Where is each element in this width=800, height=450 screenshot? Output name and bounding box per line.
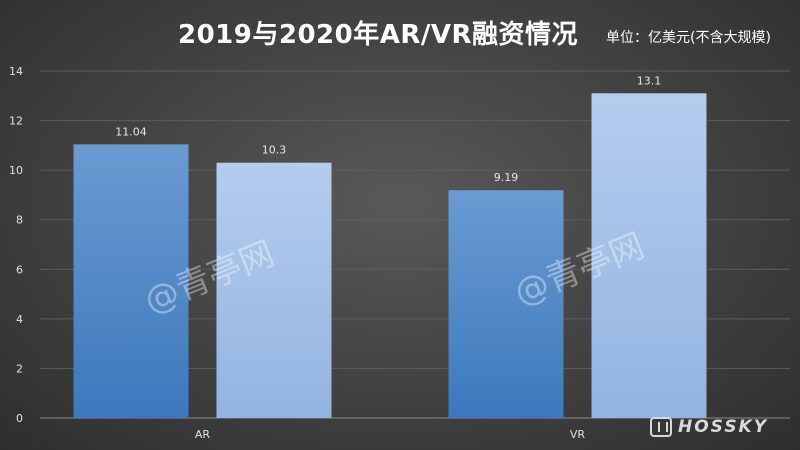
data-label: 11.04 [115, 125, 147, 138]
logo-icon [650, 417, 672, 437]
y-tick-label: 4 [16, 313, 23, 326]
y-tick-label: 10 [9, 164, 23, 177]
y-tick-label: 14 [9, 65, 23, 78]
data-label: 9.19 [494, 171, 519, 184]
logo-text: HOSSKY [678, 417, 769, 437]
y-tick-label: 12 [9, 115, 23, 128]
x-tick-label: AR [195, 428, 211, 441]
y-tick-label: 6 [16, 263, 23, 276]
brand-logo: HOSSKY [650, 417, 768, 437]
bar-2019-VR [448, 190, 564, 418]
y-tick-label: 2 [16, 362, 23, 375]
data-label: 10.3 [262, 144, 287, 157]
y-tick-label: 8 [16, 214, 23, 227]
chart-title: 2019与2020年AR/VR融资情况 [178, 20, 579, 50]
y-tick-label: 0 [16, 412, 23, 425]
bar-2020-AR [216, 162, 332, 418]
bar-2019-AR [73, 144, 189, 418]
unit-label: 单位：亿美元(不含大规模) [606, 30, 771, 46]
data-label: 13.1 [637, 74, 662, 87]
x-tick-label: VR [570, 428, 586, 441]
bar-2020-VR [591, 93, 707, 419]
